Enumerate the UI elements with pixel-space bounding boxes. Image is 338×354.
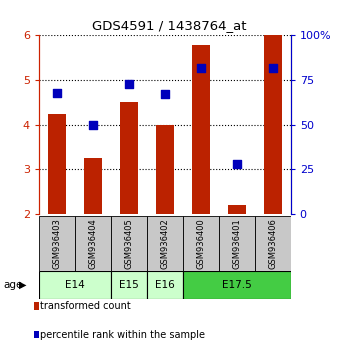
Point bbox=[234, 161, 239, 167]
Text: percentile rank within the sample: percentile rank within the sample bbox=[40, 330, 205, 339]
Text: GSM936401: GSM936401 bbox=[232, 218, 241, 269]
Point bbox=[162, 92, 168, 97]
Bar bbox=[120, 102, 138, 214]
Bar bbox=[228, 205, 246, 214]
Text: age: age bbox=[3, 280, 23, 290]
Text: transformed count: transformed count bbox=[40, 301, 130, 311]
Bar bbox=[75, 216, 111, 271]
Bar bbox=[183, 216, 219, 271]
Point bbox=[126, 81, 131, 86]
Bar bbox=[147, 271, 183, 299]
Text: GSM936402: GSM936402 bbox=[160, 218, 169, 269]
Text: E17.5: E17.5 bbox=[222, 280, 251, 290]
Bar bbox=[84, 158, 102, 214]
Text: E15: E15 bbox=[119, 280, 139, 290]
Bar bbox=[255, 216, 291, 271]
Text: E14: E14 bbox=[65, 280, 85, 290]
Point bbox=[198, 65, 203, 70]
Bar bbox=[111, 216, 147, 271]
Point bbox=[54, 90, 59, 96]
Bar bbox=[192, 45, 210, 214]
Text: GSM936400: GSM936400 bbox=[196, 218, 205, 269]
Text: GSM936404: GSM936404 bbox=[88, 218, 97, 269]
Bar bbox=[183, 271, 291, 299]
Bar bbox=[39, 216, 75, 271]
Bar bbox=[111, 271, 147, 299]
Point bbox=[90, 122, 96, 127]
Bar bbox=[156, 125, 174, 214]
Bar bbox=[219, 216, 255, 271]
Text: GSM936403: GSM936403 bbox=[52, 218, 62, 269]
Text: GSM936406: GSM936406 bbox=[268, 218, 277, 269]
Text: GSM936405: GSM936405 bbox=[124, 218, 133, 269]
Bar bbox=[147, 216, 183, 271]
Text: E16: E16 bbox=[155, 280, 175, 290]
Text: ▶: ▶ bbox=[19, 280, 26, 290]
Bar bbox=[39, 271, 111, 299]
Text: GDS4591 / 1438764_at: GDS4591 / 1438764_at bbox=[92, 19, 246, 33]
Point bbox=[270, 65, 275, 70]
Bar bbox=[48, 114, 66, 214]
Bar bbox=[264, 35, 282, 214]
